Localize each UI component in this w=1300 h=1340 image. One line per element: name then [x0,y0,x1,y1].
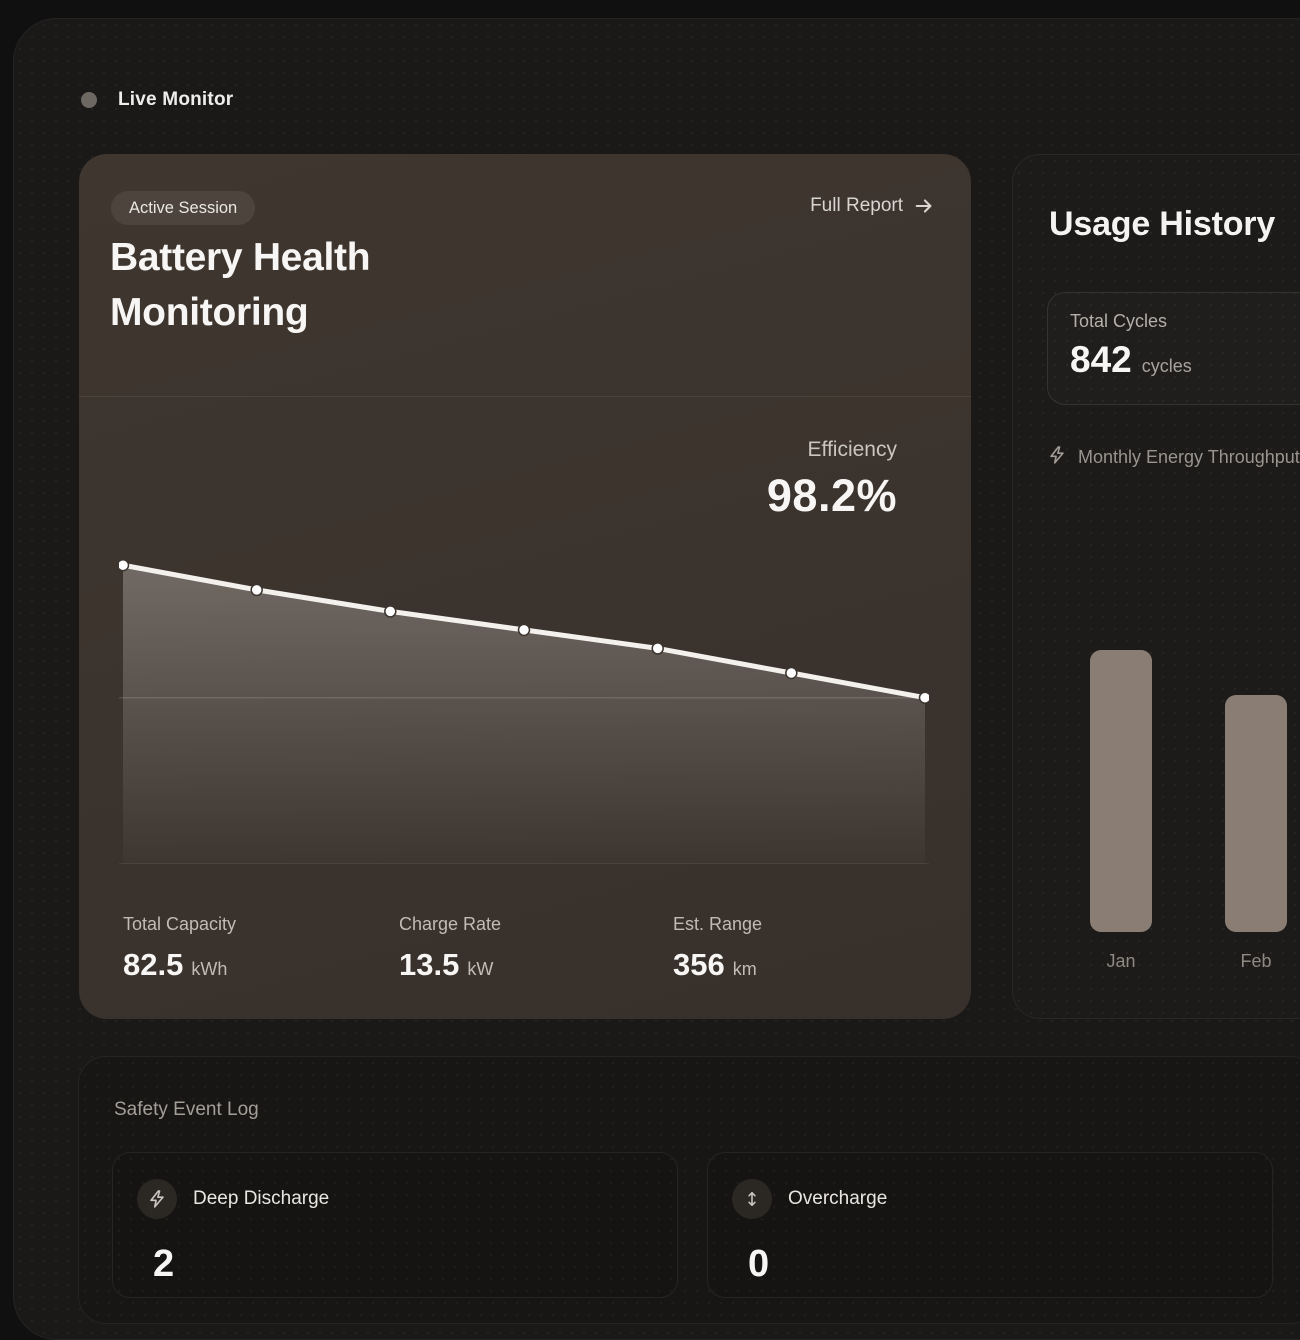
efficiency-label: Efficiency [807,438,898,461]
stat-value: 13.5 [399,947,460,982]
safety-events-row: Deep Discharge 2 Overcharge 0 [112,1152,1273,1298]
header-divider [79,396,971,397]
page-title: Battery Health Monitoring [110,230,371,340]
efficiency-line-chart [116,556,932,864]
bar-column-jan: Jan [1090,650,1152,972]
total-cycles-box: Total Cycles 842 cycles [1047,292,1300,405]
active-session-badge: Active Session [111,191,256,225]
safety-event-log-card: Safety Event Log Deep Discharge 2 Overch… [78,1056,1300,1324]
total-cycles-label: Total Cycles [1070,311,1168,331]
live-monitor-row: Live Monitor [81,89,233,111]
full-report-link[interactable]: Full Report [810,195,935,217]
usage-bar [1225,695,1287,932]
live-monitor-label: Live Monitor [118,89,234,110]
bar-label: Jan [1106,951,1136,971]
event-count: 0 [748,1243,770,1285]
full-report-label: Full Report [810,195,903,216]
event-card-overcharge: Overcharge 0 [707,1152,1273,1298]
event-label: Deep Discharge [193,1188,330,1209]
dashboard-container: Live Monitor Active Session Full Report … [13,18,1300,1340]
arrows-vertical-icon [732,1179,772,1219]
bar-column-feb: Feb [1225,695,1287,972]
stat-est-range: Est. Range 356 km [673,914,762,983]
stat-label: Est. Range [673,914,763,934]
efficiency-value: 98.2% [766,470,897,521]
stat-unit: kW [467,959,494,979]
title-line-1: Battery Health [110,236,371,279]
total-cycles-value: 842 [1070,339,1132,380]
bolt-icon [137,1179,177,1219]
stat-total-capacity: Total Capacity 82.5 kWh [123,914,236,983]
event-label: Overcharge [788,1188,888,1209]
stat-label: Charge Rate [399,914,502,934]
arrow-right-icon [913,195,935,217]
stat-unit: km [732,959,757,979]
stat-unit: kWh [191,959,228,979]
safety-event-log-title: Safety Event Log [114,1099,259,1120]
title-line-2: Monitoring [110,291,309,334]
status-dot-icon [81,92,97,108]
usage-history-title: Usage History [1049,205,1276,243]
stat-value: 356 [673,947,725,982]
stat-label: Total Capacity [123,914,237,934]
usage-bar [1090,650,1152,932]
battery-health-card: Active Session Full Report Battery Healt… [79,154,971,1019]
monthly-throughput-row: Monthly Energy Throughput [1047,445,1300,470]
usage-history-card: Usage History Total Cycles 842 cycles Mo… [1012,154,1300,1019]
stat-value: 82.5 [123,947,184,982]
event-count: 2 [153,1243,175,1285]
bolt-icon [1047,445,1067,470]
bar-label: Feb [1240,951,1272,971]
monthly-throughput-label: Monthly Energy Throughput [1078,447,1300,467]
event-card-deep-discharge: Deep Discharge 2 [112,1152,678,1298]
monthly-throughput-bar-chart: Jan Feb [1090,650,1287,972]
stat-charge-rate: Charge Rate 13.5 kW [399,914,501,983]
efficiency-readout: Efficiency 98.2% [767,438,897,522]
total-cycles-unit: cycles [1141,356,1192,376]
